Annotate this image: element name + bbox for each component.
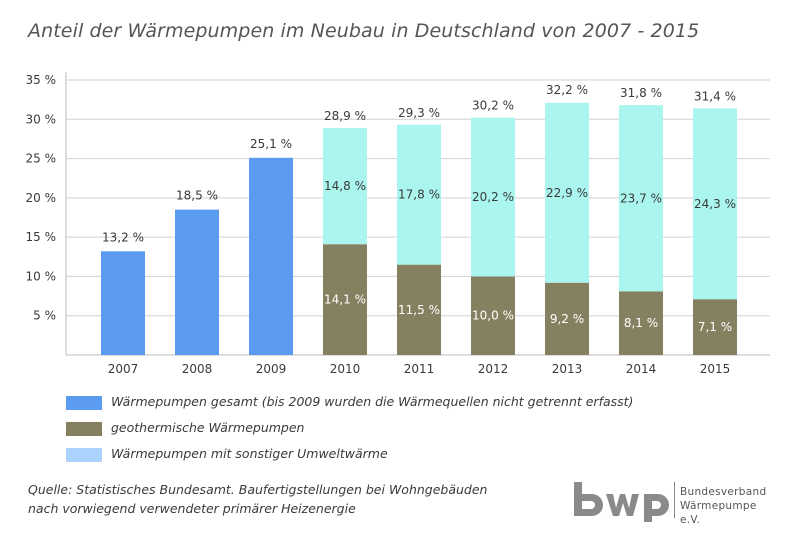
data-label-geothermal: 7,1 % (698, 320, 732, 334)
y-tick-label: 20 % (26, 191, 57, 205)
bar-other (471, 117, 515, 277)
bar-geothermal (471, 276, 515, 355)
data-label-total: 18,5 % (176, 189, 218, 203)
x-tick-label: 2008 (182, 362, 213, 376)
data-label-total-stack: 31,8 % (620, 86, 662, 100)
x-tick-label: 2014 (626, 362, 657, 376)
y-tick-label: 35 % (26, 73, 57, 87)
data-label-total: 25,1 % (250, 137, 292, 151)
y-tick-label: 30 % (26, 112, 57, 126)
bar-other (545, 102, 589, 283)
logo-line-2: Wärmepumpe e.V. (680, 500, 757, 526)
data-label-other: 20,2 % (472, 190, 514, 204)
data-label-total-stack: 32,2 % (546, 83, 588, 97)
data-label-other: 24,3 % (694, 197, 736, 211)
y-tick-label: 10 % (26, 269, 57, 283)
data-label-total-stack: 30,2 % (472, 99, 514, 113)
logo-line-1: Bundesverband (680, 486, 767, 498)
bwp-logo-icon (574, 482, 669, 522)
data-label-geothermal: 9,2 % (550, 312, 584, 326)
bar-chart: 5 % 10 % 15 % 20 % 25 % 30 % 35 % 2007 13,2 % 200… (26, 72, 770, 376)
bar-geothermal (323, 244, 367, 355)
legend-label: geothermische Wärmepumpen (111, 420, 305, 435)
source-line-1: Quelle: Statistisches Bundesamt. Baufert… (28, 482, 488, 497)
bar-other (619, 105, 663, 292)
bar-total (249, 157, 293, 355)
bar-other (323, 127, 367, 245)
data-label-geothermal: 11,5 % (398, 303, 440, 317)
legend-swatch (66, 448, 102, 462)
x-tick-label: 2015 (700, 362, 731, 376)
y-tick-label: 5 % (33, 309, 56, 323)
logo-text: Bundesverband Wärmepumpe e.V. (680, 485, 772, 527)
source-note: Quelle: Statistisches Bundesamt. Baufert… (28, 480, 487, 518)
data-label-total: 13,2 % (102, 230, 144, 244)
data-label-other: 14,8 % (324, 179, 366, 193)
y-tick-label: 15 % (26, 230, 57, 244)
bar-total (101, 251, 145, 355)
logo-separator (674, 482, 675, 518)
bwp-logo: Bundesverband Wärmepumpe e.V. (572, 478, 772, 526)
legend-label: Wärmepumpen mit sonstiger Umweltwärme (111, 446, 388, 461)
bar-geothermal (397, 264, 441, 355)
data-label-total-stack: 28,9 % (324, 109, 366, 123)
x-tick-label: 2009 (256, 362, 287, 376)
data-label-geothermal: 10,0 % (472, 309, 514, 323)
bar-geothermal (693, 299, 737, 355)
bar-total (175, 209, 219, 355)
data-label-other: 17,8 % (398, 188, 440, 202)
legend-swatch (66, 396, 102, 410)
x-tick-label: 2010 (330, 362, 361, 376)
x-tick-label: 2007 (108, 362, 139, 376)
source-line-2: nach vorwiegend verwendeter primärer Hei… (28, 501, 356, 516)
data-label-geothermal: 14,1 % (324, 293, 366, 307)
y-tick-label: 25 % (26, 152, 57, 166)
bar-geothermal (545, 282, 589, 355)
data-label-total-stack: 31,4 % (694, 89, 736, 103)
x-tick-label: 2013 (552, 362, 583, 376)
bar-geothermal (619, 291, 663, 355)
legend-swatch (66, 422, 102, 436)
data-label-total-stack: 29,3 % (398, 106, 440, 120)
bar-other (397, 124, 441, 265)
legend-label: Wärmepumpen gesamt (bis 2009 wurden die … (111, 394, 634, 409)
x-tick-label: 2011 (404, 362, 435, 376)
chart-title: Anteil der Wärmepumpen im Neubau in Deut… (28, 20, 700, 42)
x-tick-label: 2012 (478, 362, 509, 376)
bar-other (693, 108, 737, 300)
data-label-geothermal: 8,1 % (624, 316, 658, 330)
data-label-other: 22,9 % (546, 186, 588, 200)
data-label-other: 23,7 % (620, 191, 662, 205)
